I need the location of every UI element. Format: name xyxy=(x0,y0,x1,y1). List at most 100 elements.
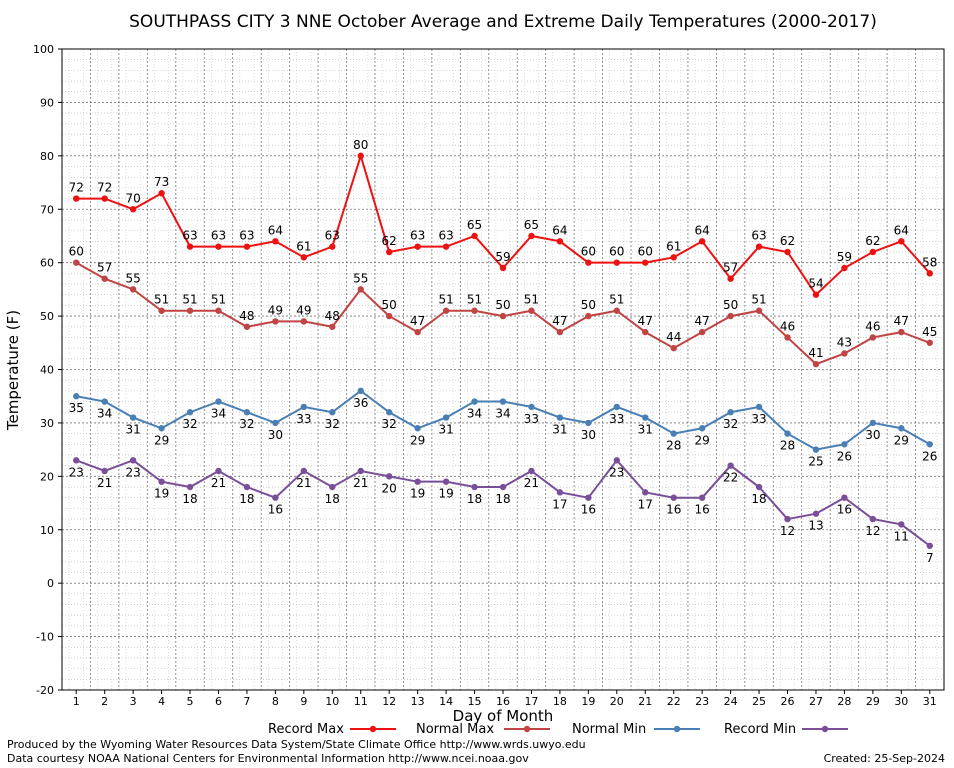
data-label-normal-min: 35 xyxy=(69,401,84,415)
data-point-record-min xyxy=(215,467,222,475)
data-point-normal-min xyxy=(357,387,364,395)
data-label-record-min: 23 xyxy=(125,465,140,479)
data-label-normal-max: 51 xyxy=(438,293,453,307)
y-tick-label: 50 xyxy=(40,310,54,323)
data-point-record-max xyxy=(926,270,933,277)
data-label-record-max: 72 xyxy=(69,181,84,195)
data-label-normal-min: 34 xyxy=(495,407,510,421)
data-point-normal-min xyxy=(129,414,137,421)
data-point-record-min xyxy=(698,494,706,501)
data-label-record-min: 7 xyxy=(926,551,934,565)
data-label-record-min: 16 xyxy=(695,503,710,517)
data-label-record-min: 18 xyxy=(495,492,510,506)
data-point-record-min xyxy=(471,483,478,491)
data-point-record-max xyxy=(442,243,450,250)
data-label-normal-max: 47 xyxy=(695,314,710,328)
footer-produced-by: Produced by the Wyoming Water Resources … xyxy=(7,738,586,751)
data-point-normal-min xyxy=(727,409,734,416)
data-label-record-max: 63 xyxy=(182,229,197,243)
legend-entry-normal-min: Normal Min xyxy=(572,722,646,737)
data-label-normal-min: 31 xyxy=(125,423,140,437)
data-point-normal-max xyxy=(329,323,336,330)
data-label-normal-max: 41 xyxy=(808,346,823,360)
data-label-normal-min: 32 xyxy=(239,417,254,431)
data-point-record-min xyxy=(841,494,848,501)
data-point-record-max xyxy=(499,264,507,272)
data-label-normal-max: 57 xyxy=(97,261,112,275)
x-tick-label: 8 xyxy=(272,695,279,708)
data-point-normal-max xyxy=(186,307,194,314)
x-tick-label: 13 xyxy=(411,695,425,708)
data-label-normal-min: 29 xyxy=(410,433,425,447)
data-label-normal-min: 32 xyxy=(723,417,738,431)
data-label-normal-max: 47 xyxy=(410,314,425,328)
data-point-record-min xyxy=(727,462,734,469)
data-point-record-max xyxy=(414,243,421,250)
data-label-record-max: 64 xyxy=(552,223,567,237)
data-point-normal-min xyxy=(414,425,421,432)
data-label-normal-min: 30 xyxy=(268,428,283,442)
x-tick-label: 19 xyxy=(581,695,595,708)
x-tick-label: 28 xyxy=(837,695,851,708)
data-label-record-min: 18 xyxy=(182,492,197,506)
x-tick-label: 3 xyxy=(130,695,137,708)
footer-created-date: Created: 25-Sep-2024 xyxy=(824,752,945,765)
data-label-normal-min: 33 xyxy=(296,412,311,426)
data-point-normal-min xyxy=(613,403,621,411)
y-tick-label: -20 xyxy=(36,684,54,697)
data-point-normal-min xyxy=(898,425,905,432)
data-point-record-min xyxy=(898,521,905,528)
data-point-record-max xyxy=(101,195,108,202)
data-label-record-max: 63 xyxy=(211,229,226,243)
data-label-record-min: 17 xyxy=(552,497,567,511)
x-tick-label: 18 xyxy=(553,695,567,708)
x-tick-label: 5 xyxy=(187,695,194,708)
data-label-normal-min: 32 xyxy=(382,417,397,431)
data-point-normal-max xyxy=(414,328,421,336)
data-point-normal-max xyxy=(585,312,592,320)
data-point-record-min xyxy=(414,478,421,485)
data-label-normal-max: 47 xyxy=(552,314,567,328)
data-point-normal-max xyxy=(471,307,478,314)
legend-marker-normal-min xyxy=(673,725,681,733)
y-tick-label: 0 xyxy=(47,577,54,590)
y-tick-label: 70 xyxy=(40,203,54,216)
data-label-normal-max: 49 xyxy=(296,303,311,317)
data-point-normal-max xyxy=(215,307,222,314)
data-point-record-min xyxy=(101,467,108,475)
y-tick-label: 40 xyxy=(40,364,54,377)
data-label-normal-max: 51 xyxy=(609,293,624,307)
data-label-normal-min: 33 xyxy=(609,412,624,426)
x-tick-label: 2 xyxy=(101,695,108,708)
legend-entry-record-min: Record Min xyxy=(724,722,796,737)
data-label-record-min: 16 xyxy=(268,503,283,517)
data-point-normal-min xyxy=(186,409,194,416)
data-label-record-max: 64 xyxy=(894,223,909,237)
data-label-normal-max: 51 xyxy=(467,293,482,307)
data-label-record-max: 70 xyxy=(125,191,140,205)
data-label-normal-max: 50 xyxy=(495,298,510,312)
data-point-record-min xyxy=(528,467,535,475)
x-tick-label: 16 xyxy=(496,695,510,708)
y-axis-label: Temperature (F) xyxy=(4,310,22,431)
data-point-normal-min xyxy=(812,446,820,453)
data-point-record-min xyxy=(300,467,308,475)
data-point-normal-max xyxy=(442,307,450,314)
x-tick-label: 14 xyxy=(439,695,453,708)
data-label-record-max: 63 xyxy=(239,229,254,243)
data-point-record-max xyxy=(869,248,877,256)
data-point-record-max xyxy=(585,259,592,266)
data-label-record-max: 65 xyxy=(467,218,482,232)
data-label-normal-max: 49 xyxy=(268,303,283,317)
data-point-record-min xyxy=(158,478,165,485)
legend-entry-normal-max: Normal Max xyxy=(416,722,494,737)
data-label-normal-min: 29 xyxy=(154,433,169,447)
data-point-record-max xyxy=(698,238,706,245)
data-point-normal-max xyxy=(926,339,933,346)
data-point-normal-min xyxy=(158,425,165,432)
data-point-record-max xyxy=(642,259,649,266)
data-point-record-min xyxy=(442,478,450,485)
data-label-record-max: 62 xyxy=(780,234,795,248)
data-point-record-max xyxy=(385,248,393,256)
data-label-record-max: 59 xyxy=(837,250,852,264)
